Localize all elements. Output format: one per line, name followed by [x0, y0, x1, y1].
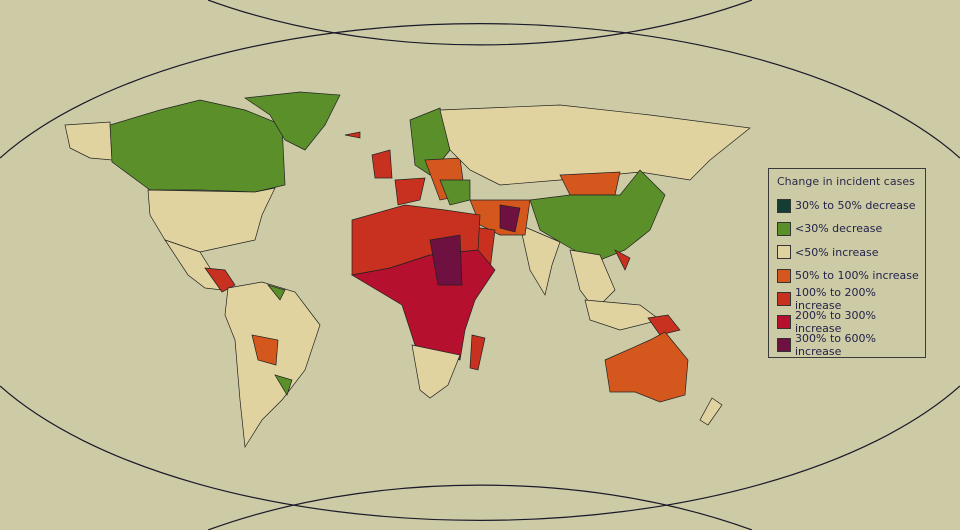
legend-item: 100% to 200% increase [777, 285, 925, 312]
country-region [344, 131, 361, 139]
country-region [244, 91, 341, 151]
legend-swatch [777, 268, 791, 283]
legend: Change in incident cases 30% to 50% decr… [768, 168, 926, 358]
legend-swatch [777, 245, 791, 260]
country-region [371, 149, 393, 179]
country-region [499, 204, 521, 233]
legend-label: 30% to 50% decrease [795, 199, 916, 213]
legend-swatch [777, 338, 791, 353]
legend-swatch [777, 291, 791, 306]
country-region [147, 187, 276, 253]
legend-title: Change in incident cases [777, 175, 915, 188]
country-region [469, 334, 486, 371]
map-outline-bottom [207, 484, 753, 530]
legend-swatch [777, 198, 791, 213]
country-region [529, 169, 666, 263]
map-outline-lower [0, 385, 960, 521]
legend-label: 50% to 100% increase [795, 269, 919, 283]
legend-item: 50% to 100% increase [777, 264, 925, 287]
country-region [519, 224, 561, 296]
legend-label: 100% to 200% increase [795, 285, 876, 312]
legend-item: <30% decrease [777, 217, 925, 240]
country-region [224, 281, 321, 449]
country-region [584, 299, 661, 331]
country-region [559, 171, 621, 196]
legend-item: 300% to 600% increase [777, 332, 925, 359]
country-region [64, 121, 113, 161]
country-region [699, 397, 723, 426]
country-region [394, 177, 426, 206]
country-region [647, 314, 681, 336]
country-region [267, 284, 286, 301]
legend-label: 200% to 300% increase [795, 309, 876, 336]
legend-item: 200% to 300% increase [777, 309, 925, 336]
country-region [251, 334, 279, 366]
country-region [439, 104, 751, 186]
country-region [204, 267, 236, 293]
legend-item: 30% to 50% decrease [777, 194, 925, 217]
country-region [274, 374, 293, 396]
map-outline-upper [0, 23, 960, 159]
legend-swatch [777, 221, 791, 236]
country-region [429, 234, 463, 286]
legend-swatch [777, 315, 791, 330]
country-region [109, 99, 286, 193]
country-region [569, 249, 616, 311]
country-region [604, 331, 689, 403]
country-region [614, 249, 631, 271]
legend-label: 300% to 600% increase [795, 332, 876, 359]
legend-item: <50% increase [777, 241, 925, 264]
legend-label: <50% increase [795, 245, 879, 259]
country-region [411, 344, 461, 399]
legend-label: <30% decrease [795, 222, 883, 236]
map-outline-top [207, 0, 753, 46]
